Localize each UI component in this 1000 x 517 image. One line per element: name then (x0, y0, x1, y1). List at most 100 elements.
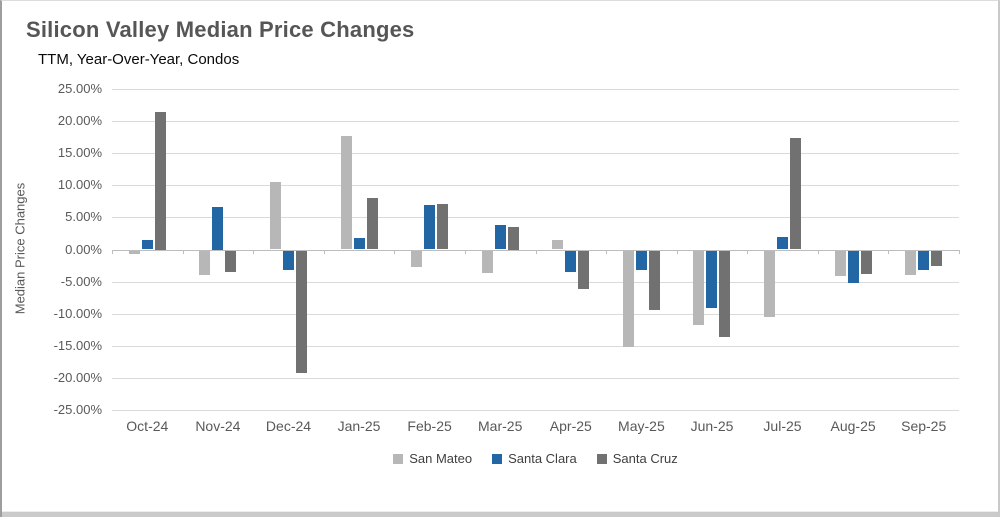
bar-san-mateo-feb-25 (411, 250, 423, 268)
bar-santa-clara-mar-25 (494, 225, 506, 250)
y-tick-label: 0.00% (65, 241, 102, 257)
bar-santa-clara-jan-25 (353, 237, 365, 250)
bar-group-apr-25 (536, 89, 607, 410)
bar-san-mateo-mar-25 (481, 250, 493, 273)
y-gridline (112, 153, 959, 155)
x-axis-tick-labels: Oct-24 Nov-24 Dec-24 Jan-25 Feb-25 Mar-25 Apr-… (112, 418, 959, 438)
bar-san-mateo-jan-25 (340, 135, 352, 250)
y-tick-label: 5.00% (65, 209, 102, 225)
y-gridline (112, 281, 959, 283)
x-tick-label: Jun-25 (690, 418, 734, 434)
bar-san-mateo-jul-25 (764, 250, 776, 317)
y-gridline (112, 410, 959, 411)
axis-tick (747, 249, 749, 254)
bar-santa-cruz-mar-25 (507, 227, 519, 250)
bar-santa-cruz-oct-24 (154, 111, 166, 250)
bar-santa-clara-apr-25 (565, 250, 577, 273)
bar-santa-clara-dec-24 (282, 250, 294, 270)
axis-tick (182, 249, 184, 254)
bar-group-jun-25 (677, 89, 748, 410)
legend-label: San Mateo (409, 451, 473, 466)
y-gridline (112, 185, 959, 187)
bar-santa-cruz-sep-25 (931, 250, 943, 266)
x-tick-label: Sep-25 (901, 418, 947, 434)
legend-swatch-icon (393, 453, 404, 464)
y-tick-label: 10.00% (57, 177, 102, 193)
y-gridline (112, 377, 959, 379)
bar-group-dec-24 (253, 89, 324, 410)
y-tick-label: 20.00% (57, 113, 102, 129)
plot-area (112, 89, 960, 411)
bar-santa-clara-may-25 (635, 250, 647, 270)
bar-group-jan-25 (324, 89, 395, 410)
axis-tick (888, 249, 890, 254)
y-axis-tick-labels: 25.00% 20.00% 15.00% 10.00% 5.00% 0.00% -5.00%… (2, 81, 102, 417)
bar-san-mateo-may-25 (622, 250, 634, 347)
x-tick-label: Oct-24 (126, 418, 169, 434)
legend-item-santa-clara: Santa Clara (492, 451, 577, 466)
bar-santa-clara-oct-24 (141, 239, 153, 250)
axis-tick (112, 249, 113, 254)
x-tick-label: Feb-25 (407, 418, 452, 434)
x-tick-label: Jul-25 (763, 418, 802, 434)
axis-tick (323, 249, 325, 254)
y-gridline (112, 217, 959, 219)
legend: San Mateo Santa Clara Santa Cruz (112, 451, 959, 466)
bar-santa-cruz-jul-25 (790, 138, 802, 250)
bar-santa-cruz-may-25 (648, 250, 660, 311)
bar-santa-cruz-jun-25 (719, 250, 731, 337)
axis-tick (253, 249, 255, 254)
bar-group-nov-24 (183, 89, 254, 410)
x-tick-label: May-25 (618, 418, 665, 434)
y-tick-label: -25.00% (53, 402, 102, 417)
axis-tick (394, 249, 396, 254)
bar-santa-cruz-aug-25 (860, 250, 872, 274)
legend-item-san-mateo: San Mateo (393, 451, 472, 466)
bar-group-aug-25 (818, 89, 889, 410)
y-gridline (112, 89, 959, 90)
bar-santa-cruz-nov-24 (225, 250, 237, 272)
bar-santa-clara-sep-25 (918, 250, 930, 270)
bar-san-mateo-dec-24 (269, 182, 281, 250)
bar-group-oct-24 (112, 89, 183, 410)
y-tick-label: -10.00% (53, 305, 102, 321)
bar-santa-clara-jul-25 (777, 236, 789, 250)
y-gridline (112, 313, 959, 315)
axis-tick (606, 249, 608, 254)
bar-santa-clara-feb-25 (424, 204, 436, 250)
bar-san-mateo-oct-24 (128, 250, 140, 254)
x-tick-label: Jan-25 (337, 418, 381, 434)
bar-san-mateo-sep-25 (905, 250, 917, 275)
x-tick-label: Apr-25 (549, 418, 592, 434)
x-tick-label: Aug-25 (830, 418, 876, 434)
legend-item-santa-cruz: Santa Cruz (596, 451, 678, 466)
legend-label: Santa Clara (508, 451, 577, 466)
legend-label: Santa Cruz (612, 451, 678, 466)
chart-title: Silicon Valley Median Price Changes (26, 17, 415, 42)
y-tick-label: -5.00% (60, 273, 102, 289)
axis-tick (959, 249, 960, 254)
axis-tick (535, 249, 537, 254)
bar-group-mar-25 (465, 89, 536, 410)
y-tick-label: -15.00% (53, 337, 102, 353)
bar-santa-cruz-apr-25 (578, 250, 590, 289)
axis-tick (817, 249, 819, 254)
chart-subtitle: TTM, Year-Over-Year, Condos (38, 51, 240, 68)
legend-swatch-icon (596, 453, 607, 464)
bar-santa-cruz-dec-24 (295, 250, 307, 373)
bar-santa-clara-jun-25 (706, 250, 718, 309)
y-gridline (112, 121, 959, 123)
bar-santa-cruz-jan-25 (366, 198, 378, 250)
y-tick-label: 15.00% (57, 145, 102, 161)
x-tick-label: Mar-25 (478, 418, 523, 434)
bar-santa-clara-nov-24 (212, 206, 224, 250)
bar-group-may-25 (606, 89, 677, 410)
axis-tick (464, 249, 466, 254)
axis-tick (676, 249, 678, 254)
legend-swatch-icon (492, 453, 503, 464)
bar-san-mateo-aug-25 (834, 250, 846, 277)
y-tick-label: -20.00% (53, 369, 102, 385)
x-tick-label: Dec-24 (265, 418, 312, 434)
bar-san-mateo-jun-25 (693, 250, 705, 325)
